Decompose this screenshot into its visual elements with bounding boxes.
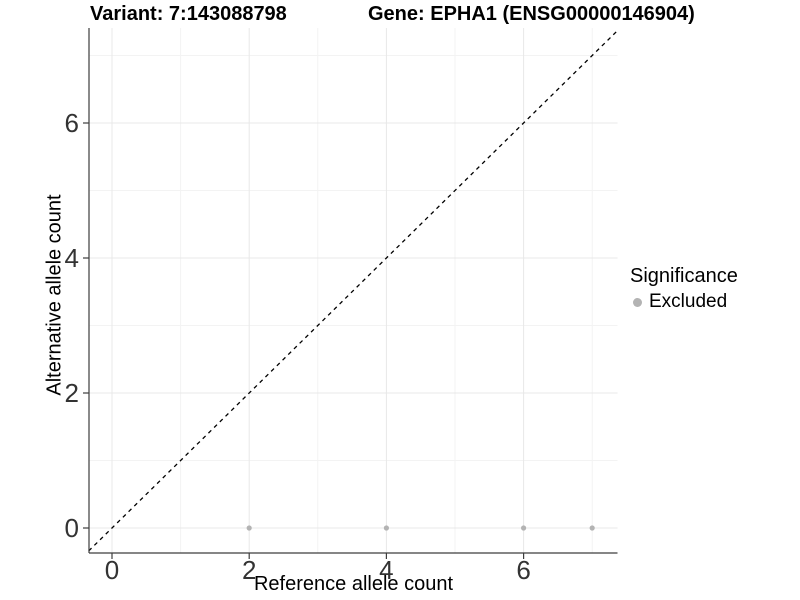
x-tick-label: 4 bbox=[379, 555, 393, 585]
plot-title-variant: Variant: 7:143088798 bbox=[90, 3, 287, 25]
x-tick-label: 6 bbox=[516, 555, 530, 585]
x-axis-title: Reference allele count bbox=[253, 573, 453, 595]
data-point bbox=[589, 525, 595, 531]
legend-key bbox=[630, 295, 645, 310]
legend-entry-excluded: Excluded bbox=[630, 291, 738, 313]
y-tick-label: 0 bbox=[65, 513, 79, 543]
data-point bbox=[383, 525, 389, 531]
y-tick-label: 6 bbox=[65, 108, 79, 138]
y-tick-label: 4 bbox=[65, 243, 79, 273]
y-axis-title: Alternative allele count bbox=[43, 194, 66, 396]
plot-title-gene: Gene: EPHA1 (ENSG00000146904) bbox=[368, 3, 695, 25]
legend-title: Significance bbox=[630, 265, 738, 287]
x-tick-label: 2 bbox=[242, 555, 256, 585]
data-point bbox=[246, 525, 252, 531]
data-point bbox=[521, 525, 527, 531]
legend: Significance Excluded bbox=[630, 265, 738, 313]
x-tick-label: 0 bbox=[105, 555, 119, 585]
identity-line bbox=[88, 30, 619, 552]
legend-point-icon bbox=[633, 297, 642, 307]
legend-entry-label: Excluded bbox=[649, 291, 728, 312]
y-tick-label: 2 bbox=[65, 378, 79, 408]
